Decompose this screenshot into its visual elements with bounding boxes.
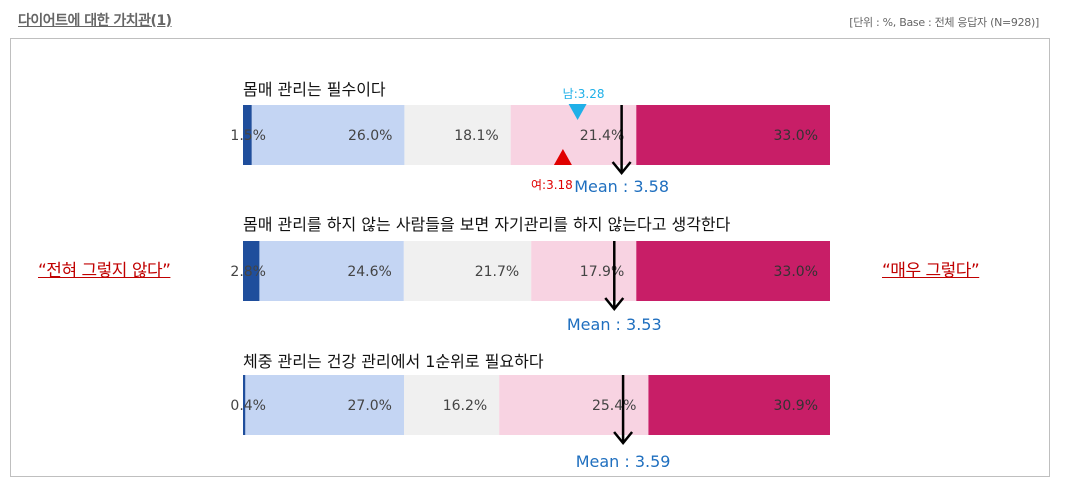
data-label: 1.5% bbox=[230, 128, 266, 144]
data-label: 21.4% bbox=[580, 128, 624, 144]
mean-label: Mean : 3.58 bbox=[574, 177, 669, 196]
data-label: 0.4% bbox=[230, 398, 266, 414]
bar-segment bbox=[636, 105, 830, 165]
bar-segment bbox=[243, 241, 260, 301]
bar-segment bbox=[403, 375, 500, 435]
right-scale-label: “매우 그렇다” bbox=[882, 261, 980, 281]
bar-segment bbox=[259, 241, 404, 301]
mean-label: Mean : 3.53 bbox=[567, 315, 662, 334]
bar-segment bbox=[243, 105, 252, 165]
bar-segment bbox=[245, 375, 404, 435]
bar-segment bbox=[243, 375, 246, 435]
bar-row-3: 체중 관리는 건강 관리에서 1순위로 필요하다 0.4% 27.0% 16.2% 25… bbox=[230, 352, 830, 471]
bar-segment bbox=[403, 241, 532, 301]
mean-label: Mean : 3.59 bbox=[576, 452, 671, 471]
male-mean-marker bbox=[568, 104, 587, 120]
mean-arrow-head bbox=[611, 161, 632, 175]
chart-frame bbox=[10, 38, 1050, 477]
statement-label: 체중 관리는 건강 관리에서 1순위로 필요하다 bbox=[243, 352, 544, 371]
statement-label: 몸매 관리는 필수이다 bbox=[243, 80, 386, 99]
data-label: 18.1% bbox=[454, 128, 498, 144]
data-label: 30.9% bbox=[774, 398, 818, 414]
female-mean-marker bbox=[553, 149, 572, 165]
bar-segment bbox=[636, 241, 830, 301]
bar-segment bbox=[648, 375, 830, 435]
data-label: 33.0% bbox=[774, 128, 818, 144]
bar-segment bbox=[531, 241, 637, 301]
data-label: 17.9% bbox=[580, 264, 624, 280]
female-mean-label: 여:3.18 bbox=[531, 178, 573, 192]
data-label: 33.0% bbox=[774, 264, 818, 280]
data-label: 24.6% bbox=[347, 264, 391, 280]
data-label: 16.2% bbox=[443, 398, 487, 414]
left-scale-label: “전혀 그렇지 않다” bbox=[38, 261, 171, 281]
bar-segment bbox=[251, 105, 405, 165]
statement-label: 몸매 관리를 하지 않는 사람들을 보면 자기관리를 하지 않는다고 생각한다 bbox=[243, 215, 731, 234]
data-label: 27.0% bbox=[348, 398, 392, 414]
data-label: 25.4% bbox=[592, 398, 636, 414]
data-label: 26.0% bbox=[348, 128, 392, 144]
bar-segment bbox=[404, 105, 511, 165]
mean-arrow-head bbox=[604, 297, 625, 311]
male-mean-label: 남:3.28 bbox=[563, 87, 605, 101]
mean-arrow-head bbox=[613, 431, 634, 445]
bar-row-1: 몸매 관리는 필수이다 1.5% 26.0% 18.1% 21.4% 33.0% Mean … bbox=[230, 80, 830, 196]
data-label: 2.8% bbox=[230, 264, 266, 280]
chart-title: 다이어트에 대한 가치관(1) bbox=[18, 13, 172, 29]
bar-segment bbox=[510, 105, 637, 165]
data-label: 21.7% bbox=[475, 264, 519, 280]
bar-row-2: 몸매 관리를 하지 않는 사람들을 보면 자기관리를 하지 않는다고 생각한다 2… bbox=[230, 215, 830, 334]
unit-note: [단위 : %, Base : 전체 응답자 (N=928)] bbox=[849, 16, 1039, 29]
